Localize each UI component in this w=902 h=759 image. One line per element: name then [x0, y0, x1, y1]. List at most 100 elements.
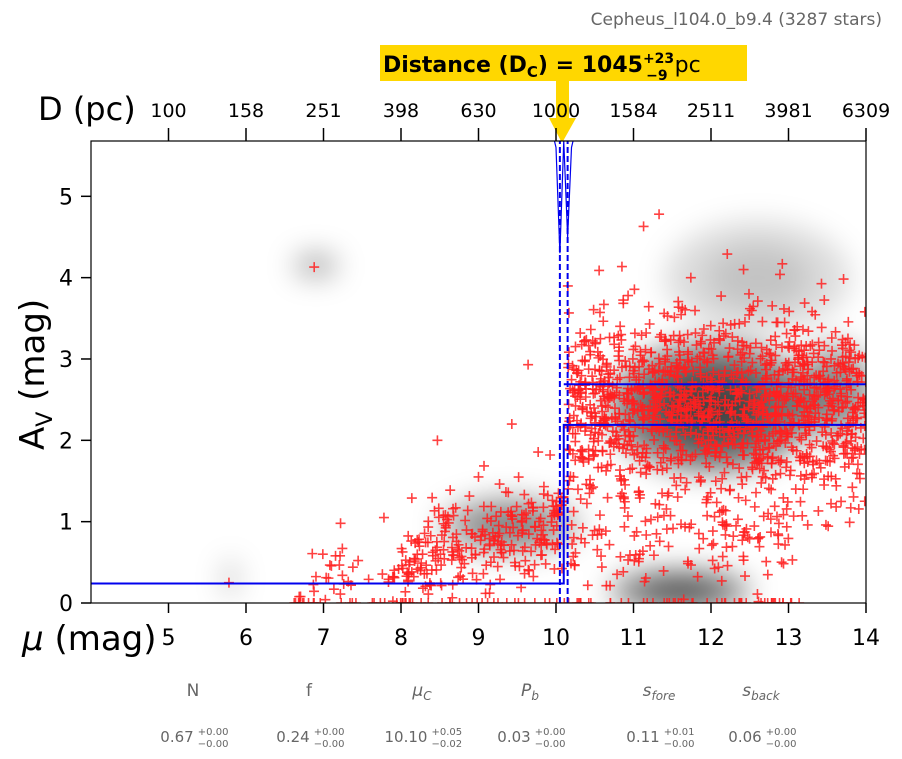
star-point [619, 474, 630, 485]
top-tick-label: 630 [460, 100, 496, 122]
star-point [659, 398, 670, 409]
star-point [778, 303, 789, 314]
param-symbol: P [521, 681, 532, 701]
star-point [577, 404, 588, 415]
star-point [588, 304, 599, 315]
star-point [856, 370, 866, 381]
star-point [744, 396, 755, 407]
star-point [563, 307, 574, 318]
top-tick-label: 1000 [532, 100, 580, 122]
star-point [596, 562, 607, 573]
star-point [594, 307, 605, 318]
star-point [684, 522, 695, 533]
star-point [718, 318, 729, 329]
star-point [725, 319, 736, 330]
star-point [787, 554, 798, 565]
star-point [716, 483, 727, 494]
star-point [759, 598, 770, 603]
star-point [713, 396, 724, 407]
star-point [799, 298, 810, 309]
star-point [427, 547, 438, 558]
star-point [703, 343, 714, 354]
star-point [658, 510, 669, 521]
star-point [768, 438, 779, 449]
star-point [644, 462, 655, 473]
star-point [741, 414, 752, 425]
star-point [811, 391, 822, 402]
star-point [747, 357, 758, 368]
star-point [690, 328, 701, 339]
star-point [776, 557, 787, 568]
star-point [652, 464, 663, 475]
star-point [369, 598, 380, 603]
star-point [829, 439, 840, 450]
star-point [566, 374, 577, 385]
star-point [821, 409, 832, 420]
distance-banner: Distance (DC) = 1045+23 −9 pc [380, 45, 747, 143]
star-point [819, 340, 830, 351]
star-point [544, 598, 555, 603]
distance-label: Distance [383, 53, 491, 78]
star-point [712, 409, 723, 420]
star-point [690, 305, 701, 316]
star-point [575, 394, 586, 405]
star-point [529, 598, 540, 603]
star-point [770, 390, 781, 401]
star-point [587, 371, 598, 382]
star-point [581, 479, 592, 490]
param-err-up: +0.00 [766, 727, 797, 738]
star-point [782, 431, 793, 442]
star-point [566, 519, 577, 530]
star-point [754, 463, 765, 474]
param-label: sback [742, 681, 780, 703]
star-point [629, 328, 640, 339]
star-point [829, 360, 840, 371]
star-point [624, 464, 635, 475]
star-point [605, 449, 616, 460]
star-point [589, 417, 600, 428]
star-point [594, 524, 605, 535]
star-point [577, 522, 588, 533]
star-point [641, 328, 652, 339]
star-point [289, 598, 300, 603]
star-point [433, 512, 444, 523]
star-point [766, 598, 777, 603]
star-point [671, 435, 682, 446]
star-point [686, 386, 697, 397]
star-point [801, 469, 812, 480]
star-point [309, 586, 320, 597]
param-err-down: −0.00 [766, 739, 797, 750]
star-point [567, 428, 578, 439]
star-point [736, 598, 747, 603]
star-point [461, 525, 472, 536]
star-point [705, 320, 716, 331]
star-point [453, 572, 464, 583]
star-point [637, 355, 648, 366]
star-point [752, 589, 763, 600]
star-point [805, 340, 816, 351]
star-point [598, 316, 609, 327]
star-point [628, 396, 639, 407]
star-point [776, 342, 787, 353]
star-point [585, 346, 596, 357]
star-point [778, 509, 789, 520]
star-point [723, 437, 734, 448]
star-point [707, 350, 718, 361]
star-point [614, 355, 625, 366]
star-point [850, 432, 861, 443]
star-point [804, 421, 815, 432]
star-point [605, 598, 616, 603]
star-point [616, 329, 627, 340]
star-point [335, 589, 346, 600]
star-point [771, 511, 782, 522]
star-point [644, 318, 655, 329]
star-point [737, 535, 748, 546]
star-point [782, 388, 793, 399]
star-point [504, 527, 515, 538]
star-point [343, 576, 354, 587]
star-point [828, 393, 839, 404]
x-tick-label: 9 [472, 626, 486, 651]
star-point [672, 492, 683, 503]
star-point [498, 552, 509, 563]
star-point [737, 337, 748, 348]
